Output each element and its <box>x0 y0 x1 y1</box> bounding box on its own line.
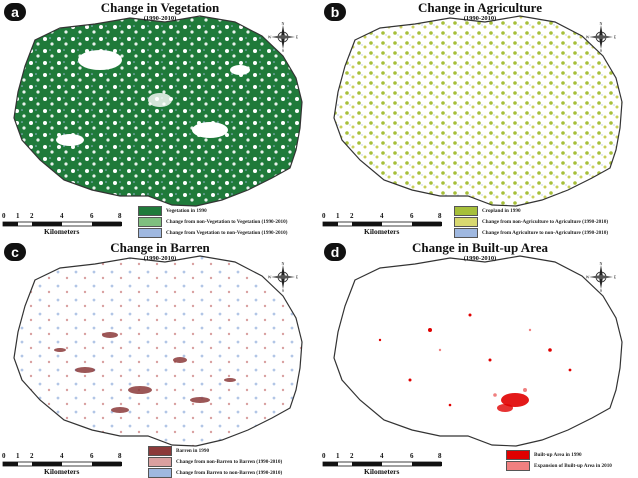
tick-4: 4 <box>60 212 64 220</box>
map-vegetation <box>13 15 303 207</box>
north-arrow-icon: N S E W <box>586 262 616 292</box>
panel-years: (1990-2010) <box>463 255 497 262</box>
panel-letter: d <box>324 243 346 261</box>
north-arrow-icon: N S E W <box>268 22 298 52</box>
panel-title: Change in Built-up Area <box>412 240 548 255</box>
panel-letter: c <box>4 243 26 261</box>
tick-6: 6 <box>90 212 94 220</box>
panel-years: (1990-2010) <box>143 15 177 22</box>
tick-1: 1 <box>16 212 20 220</box>
panel-title: Change in Agriculture <box>418 0 542 15</box>
panel-letter: b <box>324 3 346 21</box>
north-n: N <box>282 22 285 26</box>
svg-text:E: E <box>614 275 616 280</box>
panel-title: Change in Barren <box>110 240 210 255</box>
map-barren <box>13 255 303 447</box>
svg-text:S: S <box>600 288 602 292</box>
svg-text:W: W <box>586 275 590 280</box>
tick-8: 8 <box>118 212 122 220</box>
svg-text:S: S <box>600 48 602 52</box>
panel-vegetation: a Change in Vegetation (1990-2010) N S E… <box>0 0 318 238</box>
legend: Vegetation in 1990 Change from non-Veget… <box>138 206 287 238</box>
panel-letter: a <box>4 3 26 21</box>
scale-unit: Kilometers <box>44 227 80 236</box>
panel-years: (1990-2010) <box>463 15 497 22</box>
panel-builtup: d Change in Built-up Area (1990-2010) N … <box>320 240 638 478</box>
panel-agriculture: b Change in Agriculture (1990-2010) N S … <box>320 0 638 238</box>
legend: Barren in 1990 Change from non-Barren to… <box>148 446 282 478</box>
north-arrow-icon: N S E W <box>586 22 616 52</box>
north-s: S <box>282 48 284 52</box>
svg-text:E: E <box>614 35 616 40</box>
legend: Built-up Area in 1990 Expansion of Built… <box>506 450 612 472</box>
panel-title: Change in Vegetation <box>100 0 220 15</box>
svg-text:N: N <box>600 22 603 26</box>
tick-0: 0 <box>2 212 6 220</box>
legend: Cropland in 1990 Change from non-Agricul… <box>454 206 608 238</box>
north-e: E <box>296 35 298 40</box>
map-builtup <box>333 255 623 447</box>
svg-text:S: S <box>282 288 284 292</box>
map-agriculture <box>333 15 623 207</box>
svg-text:W: W <box>268 275 272 280</box>
svg-text:W: W <box>586 35 590 40</box>
svg-text:N: N <box>600 262 603 266</box>
panel-years: (1990-2010) <box>143 255 177 262</box>
tick-2: 2 <box>30 212 34 220</box>
north-arrow-icon: N S E W <box>268 262 298 292</box>
svg-text:N: N <box>282 262 285 266</box>
north-w: W <box>268 35 272 40</box>
svg-text:E: E <box>296 275 298 280</box>
panel-barren: c Change in Barren (1990-2010) N S E W 0… <box>0 240 318 478</box>
